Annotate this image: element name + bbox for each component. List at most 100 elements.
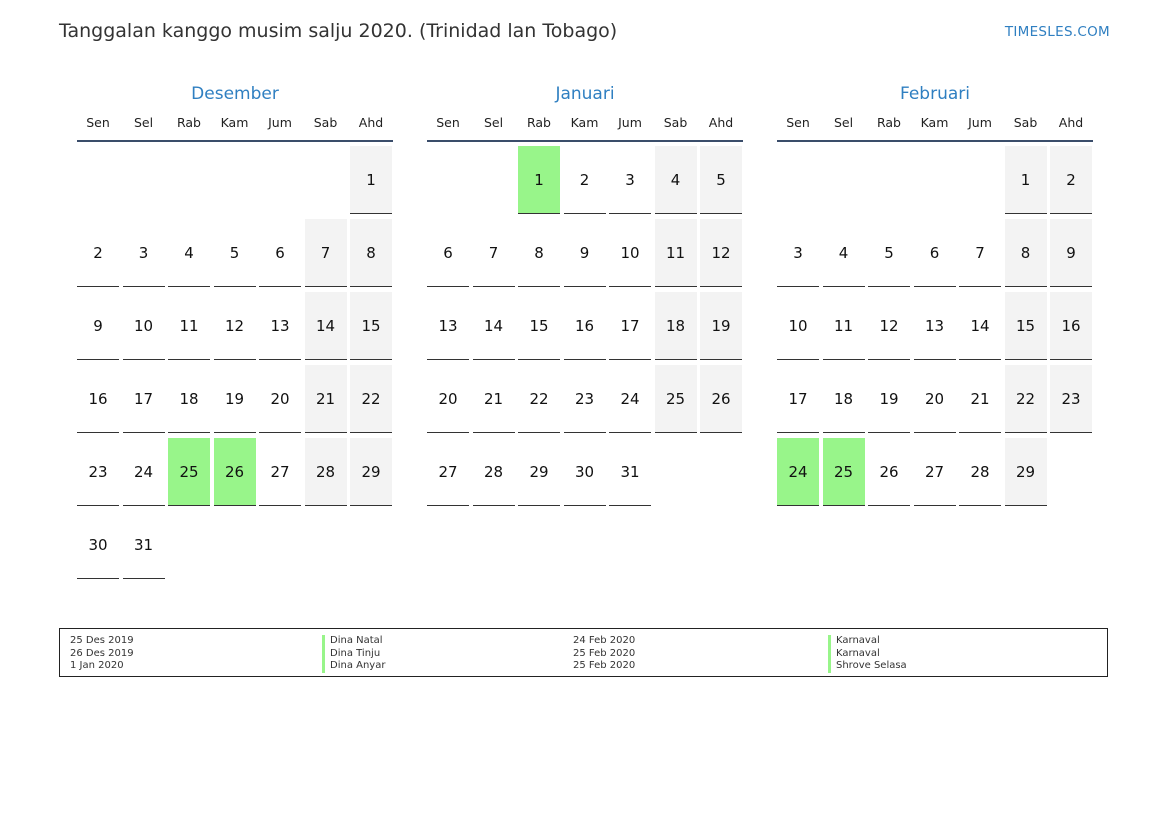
day-cell[interactable]: 13 xyxy=(427,292,469,360)
day-cell[interactable]: 17 xyxy=(777,365,819,433)
day-cell[interactable]: 14 xyxy=(304,292,347,360)
day-cell[interactable]: 27 xyxy=(913,438,956,506)
day-cell[interactable]: 7 xyxy=(472,219,515,287)
day-cell[interactable]: 7 xyxy=(304,219,347,287)
day-cell[interactable]: 21 xyxy=(304,365,347,433)
weekday-header: Sen Sel Rab Kam Jum Sab Ahd xyxy=(427,106,743,142)
day-cell[interactable]: 23 xyxy=(77,438,119,506)
weekday-label: Ahd xyxy=(708,115,734,130)
day-cell[interactable]: 23 xyxy=(1050,365,1092,433)
day-cell[interactable]: 6 xyxy=(427,219,469,287)
day-cell[interactable]: 20 xyxy=(913,365,956,433)
day-cell[interactable]: 25 xyxy=(168,438,210,506)
day-cell[interactable]: 15 xyxy=(1004,292,1047,360)
day-cell[interactable]: 16 xyxy=(1050,292,1092,360)
day-cell[interactable]: 26 xyxy=(700,365,742,433)
day-cell[interactable]: 10 xyxy=(777,292,819,360)
day-cell[interactable]: 18 xyxy=(822,365,865,433)
day-cell[interactable]: 22 xyxy=(518,365,560,433)
day-cell[interactable]: 16 xyxy=(563,292,606,360)
day-cell[interactable]: 20 xyxy=(259,365,301,433)
day-cell[interactable]: 12 xyxy=(213,292,256,360)
day-cell[interactable]: 6 xyxy=(913,219,956,287)
day-cell[interactable]: 12 xyxy=(868,292,910,360)
day-cell[interactable]: 9 xyxy=(1050,219,1092,287)
day-cell[interactable]: 6 xyxy=(259,219,301,287)
day-cell[interactable]: 29 xyxy=(518,438,560,506)
day-cell[interactable]: 27 xyxy=(427,438,469,506)
day-cell[interactable]: 22 xyxy=(350,365,392,433)
day-cell[interactable]: 8 xyxy=(1004,219,1047,287)
day-cell[interactable]: 11 xyxy=(168,292,210,360)
day-cell[interactable]: 2 xyxy=(77,219,119,287)
day-cell[interactable]: 3 xyxy=(122,219,165,287)
day-cell[interactable]: 28 xyxy=(304,438,347,506)
day-cell[interactable]: 9 xyxy=(77,292,119,360)
day-cell[interactable]: 29 xyxy=(1004,438,1047,506)
day-cell[interactable]: 23 xyxy=(563,365,606,433)
day-cell[interactable]: 13 xyxy=(259,292,301,360)
day-cell[interactable]: 12 xyxy=(700,219,742,287)
legend-holiday-name: Karnaval xyxy=(828,647,907,660)
day-cell[interactable]: 9 xyxy=(563,219,606,287)
day-cell[interactable]: 24 xyxy=(609,365,651,433)
month-name: Januari xyxy=(555,84,615,104)
day-cell[interactable]: 27 xyxy=(259,438,301,506)
day-grid: 1 2 3 4 5 6 7 8 9 10 11 12 13 14 15 16 17 18 19 20 21 22 23 24 2… xyxy=(427,146,743,586)
day-cell[interactable]: 19 xyxy=(700,292,742,360)
site-link[interactable]: TIMESLES.COM xyxy=(1004,24,1110,40)
weekday-label: Jum xyxy=(268,115,292,130)
day-cell[interactable]: 25 xyxy=(654,365,697,433)
day-cell[interactable]: 8 xyxy=(350,219,392,287)
day-cell[interactable]: 8 xyxy=(518,219,560,287)
day-cell[interactable]: 3 xyxy=(609,146,651,214)
day-cell[interactable]: 13 xyxy=(913,292,956,360)
day-cell[interactable]: 24 xyxy=(777,438,819,506)
day-cell[interactable]: 4 xyxy=(168,219,210,287)
day-cell[interactable]: 5 xyxy=(213,219,256,287)
day-cell[interactable]: 11 xyxy=(822,292,865,360)
day-cell[interactable]: 17 xyxy=(122,365,165,433)
day-cell[interactable]: 15 xyxy=(350,292,392,360)
day-cell[interactable]: 1 xyxy=(518,146,560,214)
day-cell[interactable]: 30 xyxy=(563,438,606,506)
day-cell[interactable]: 18 xyxy=(168,365,210,433)
day-cell[interactable]: 14 xyxy=(472,292,515,360)
day-cell[interactable]: 26 xyxy=(213,438,256,506)
day-cell[interactable]: 19 xyxy=(868,365,910,433)
day-cell[interactable]: 31 xyxy=(122,511,165,579)
day-cell[interactable]: 11 xyxy=(654,219,697,287)
day-cell[interactable]: 26 xyxy=(868,438,910,506)
day-cell[interactable]: 14 xyxy=(959,292,1001,360)
day-cell[interactable]: 5 xyxy=(868,219,910,287)
day-cell[interactable]: 4 xyxy=(822,219,865,287)
day-cell[interactable]: 28 xyxy=(959,438,1001,506)
day-cell[interactable]: 3 xyxy=(777,219,819,287)
day-cell[interactable]: 1 xyxy=(1004,146,1047,214)
legend-names: Karnaval Karnaval Shrove Selasa xyxy=(828,635,907,673)
day-cell[interactable]: 17 xyxy=(609,292,651,360)
day-cell[interactable]: 30 xyxy=(77,511,119,579)
day-cell[interactable]: 25 xyxy=(822,438,865,506)
day-cell[interactable]: 7 xyxy=(959,219,1001,287)
day-cell[interactable]: 28 xyxy=(472,438,515,506)
day-cell[interactable]: 2 xyxy=(1050,146,1092,214)
day-cell[interactable]: 24 xyxy=(122,438,165,506)
day-cell[interactable]: 29 xyxy=(350,438,392,506)
day-cell[interactable]: 21 xyxy=(959,365,1001,433)
day-cell[interactable]: 18 xyxy=(654,292,697,360)
day-cell[interactable]: 22 xyxy=(1004,365,1047,433)
day-cell[interactable]: 21 xyxy=(472,365,515,433)
day-cell[interactable]: 19 xyxy=(213,365,256,433)
day-cell[interactable]: 15 xyxy=(518,292,560,360)
day-cell[interactable]: 4 xyxy=(654,146,697,214)
day-cell[interactable]: 1 xyxy=(350,146,392,214)
day-cell[interactable]: 20 xyxy=(427,365,469,433)
weekday-label: Kam xyxy=(570,115,599,130)
day-cell[interactable]: 5 xyxy=(700,146,742,214)
day-cell[interactable]: 16 xyxy=(77,365,119,433)
day-cell[interactable]: 2 xyxy=(563,146,606,214)
day-cell[interactable]: 31 xyxy=(609,438,651,506)
day-cell[interactable]: 10 xyxy=(122,292,165,360)
day-cell[interactable]: 10 xyxy=(609,219,651,287)
